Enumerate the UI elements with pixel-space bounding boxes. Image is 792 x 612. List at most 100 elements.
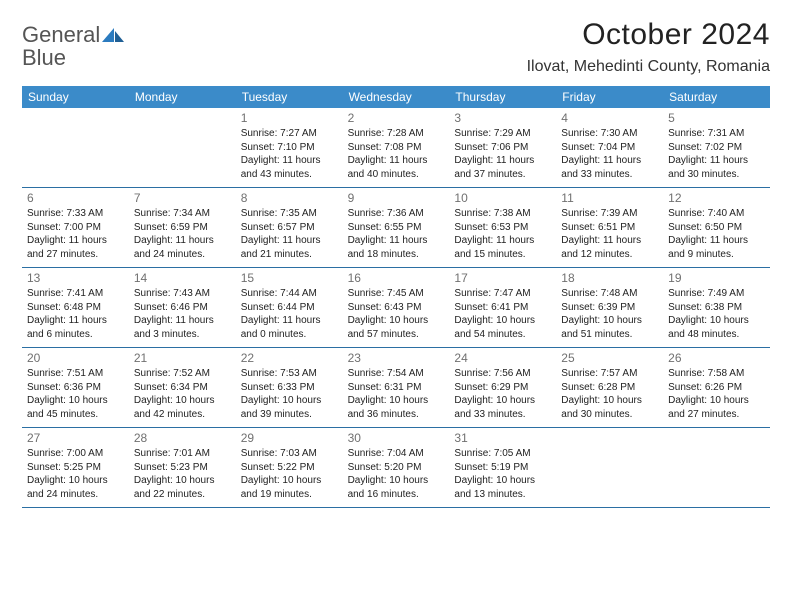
day-number: 31 — [454, 431, 551, 445]
brand-logo: General Blue — [22, 18, 126, 70]
day-cell: 29Sunrise: 7:03 AMSunset: 5:22 PMDayligh… — [236, 428, 343, 507]
day-number: 21 — [134, 351, 231, 365]
day-cell: 12Sunrise: 7:40 AMSunset: 6:50 PMDayligh… — [663, 188, 770, 267]
day-cell: 20 Sunrise: 7:51 AMSunset: 6:36 PMDayligh… — [22, 348, 129, 427]
logo-word1: General — [22, 22, 100, 47]
day-info: Sunrise: 7:39 AMSunset: 6:51 PMDaylight:… — [561, 207, 658, 261]
weeks-container: 1 Sunrise: 7:27 AMSunset: 7:10 PMDaylight… — [22, 108, 770, 508]
day-info: Sunrise: 7:31 AMSunset: 7:02 PMDaylight:… — [668, 127, 765, 181]
day-number: 15 — [241, 271, 338, 285]
day-info: Sunrise: 7:28 AMSunset: 7:08 PMDaylight:… — [348, 127, 445, 181]
day-info: Sunrise: 7:04 AMSunset: 5:20 PMDaylight:… — [348, 447, 445, 501]
day-number: 16 — [348, 271, 445, 285]
day-info: Sunrise: 7:40 AMSunset: 6:50 PMDaylight:… — [668, 207, 765, 261]
day-number: 1 — [241, 111, 338, 125]
week-row: 20 Sunrise: 7:51 AMSunset: 6:36 PMDayligh… — [22, 348, 770, 428]
day-number: 30 — [348, 431, 445, 445]
day-cell: 25Sunrise: 7:57 AMSunset: 6:28 PMDayligh… — [556, 348, 663, 427]
weekday-header-cell: Saturday — [663, 86, 770, 108]
day-info: Sunrise: 7:51 AMSunset: 6:36 PMDaylight:… — [27, 367, 124, 421]
day-cell: 28 Sunrise: 7:01 AMSunset: 5:23 PMDayligh… — [129, 428, 236, 507]
day-number: 23 — [348, 351, 445, 365]
day-cell: 17 Sunrise: 7:47 AMSunset: 6:41 PMDayligh… — [449, 268, 556, 347]
weekday-header-cell: Thursday — [449, 86, 556, 108]
day-info: Sunrise: 7:41 AMSunset: 6:48 PMDaylight:… — [27, 287, 124, 341]
logo-sail-icon — [100, 26, 126, 48]
weekday-header-cell: Wednesday — [343, 86, 450, 108]
day-number: 18 — [561, 271, 658, 285]
day-info: Sunrise: 7:38 AMSunset: 6:53 PMDaylight:… — [454, 207, 551, 261]
logo-word2: Blue — [22, 45, 66, 70]
day-cell: 31Sunrise: 7:05 AMSunset: 5:19 PMDayligh… — [449, 428, 556, 507]
day-number: 25 — [561, 351, 658, 365]
weekday-header-row: SundayMondayTuesdayWednesdayThursdayFrid… — [22, 86, 770, 108]
day-info: Sunrise: 7:34 AMSunset: 6:59 PMDaylight:… — [134, 207, 231, 261]
day-info: Sunrise: 7:53 AMSunset: 6:33 PMDaylight:… — [241, 367, 338, 421]
day-cell: 13 Sunrise: 7:41 AMSunset: 6:48 PMDayligh… — [22, 268, 129, 347]
day-cell: 16 Sunrise: 7:45 AMSunset: 6:43 PMDayligh… — [343, 268, 450, 347]
day-cell — [663, 428, 770, 507]
day-info: Sunrise: 7:00 AMSunset: 5:25 PMDaylight:… — [27, 447, 124, 501]
day-number: 17 — [454, 271, 551, 285]
day-number: 26 — [668, 351, 765, 365]
calendar-page: General Blue October 2024 Ilovat, Mehedi… — [0, 0, 792, 526]
day-info: Sunrise: 7:27 AMSunset: 7:10 PMDaylight:… — [241, 127, 338, 181]
day-number: 27 — [27, 431, 124, 445]
day-cell: 26Sunrise: 7:58 AMSunset: 6:26 PMDayligh… — [663, 348, 770, 427]
day-info: Sunrise: 7:49 AMSunset: 6:38 PMDaylight:… — [668, 287, 765, 341]
day-cell: 5 Sunrise: 7:31 AMSunset: 7:02 PMDaylight… — [663, 108, 770, 187]
day-number: 5 — [668, 111, 765, 125]
weekday-header-cell: Sunday — [22, 86, 129, 108]
weekday-header-cell: Friday — [556, 86, 663, 108]
day-number: 29 — [241, 431, 338, 445]
day-cell: 8Sunrise: 7:35 AMSunset: 6:57 PMDaylight… — [236, 188, 343, 267]
day-info: Sunrise: 7:47 AMSunset: 6:41 PMDaylight:… — [454, 287, 551, 341]
day-info: Sunrise: 7:43 AMSunset: 6:46 PMDaylight:… — [134, 287, 231, 341]
month-title: October 2024 — [527, 18, 770, 52]
day-number: 3 — [454, 111, 551, 125]
header: General Blue October 2024 Ilovat, Mehedi… — [22, 18, 770, 76]
day-number: 4 — [561, 111, 658, 125]
day-cell: 15Sunrise: 7:44 AMSunset: 6:44 PMDayligh… — [236, 268, 343, 347]
week-row: 6 Sunrise: 7:33 AMSunset: 7:00 PMDaylight… — [22, 188, 770, 268]
day-info: Sunrise: 7:36 AMSunset: 6:55 PMDaylight:… — [348, 207, 445, 261]
day-cell: 27 Sunrise: 7:00 AMSunset: 5:25 PMDayligh… — [22, 428, 129, 507]
day-cell: 7 Sunrise: 7:34 AMSunset: 6:59 PMDaylight… — [129, 188, 236, 267]
day-info: Sunrise: 7:52 AMSunset: 6:34 PMDaylight:… — [134, 367, 231, 421]
day-cell: 1 Sunrise: 7:27 AMSunset: 7:10 PMDaylight… — [236, 108, 343, 187]
day-cell: 22Sunrise: 7:53 AMSunset: 6:33 PMDayligh… — [236, 348, 343, 427]
weekday-header-cell: Tuesday — [236, 86, 343, 108]
day-info: Sunrise: 7:01 AMSunset: 5:23 PMDaylight:… — [134, 447, 231, 501]
day-number: 7 — [134, 191, 231, 205]
day-info: Sunrise: 7:54 AMSunset: 6:31 PMDaylight:… — [348, 367, 445, 421]
day-cell: 10 Sunrise: 7:38 AMSunset: 6:53 PMDayligh… — [449, 188, 556, 267]
day-cell: 3 Sunrise: 7:29 AMSunset: 7:06 PMDaylight… — [449, 108, 556, 187]
day-info: Sunrise: 7:48 AMSunset: 6:39 PMDaylight:… — [561, 287, 658, 341]
day-info: Sunrise: 7:56 AMSunset: 6:29 PMDaylight:… — [454, 367, 551, 421]
day-number: 9 — [348, 191, 445, 205]
day-number: 24 — [454, 351, 551, 365]
day-cell: 2 Sunrise: 7:28 AMSunset: 7:08 PMDaylight… — [343, 108, 450, 187]
day-cell: 23 Sunrise: 7:54 AMSunset: 6:31 PMDayligh… — [343, 348, 450, 427]
day-info: Sunrise: 7:45 AMSunset: 6:43 PMDaylight:… — [348, 287, 445, 341]
day-number: 6 — [27, 191, 124, 205]
day-cell: 19Sunrise: 7:49 AMSunset: 6:38 PMDayligh… — [663, 268, 770, 347]
day-number: 13 — [27, 271, 124, 285]
day-number: 28 — [134, 431, 231, 445]
day-number: 20 — [27, 351, 124, 365]
day-info: Sunrise: 7:33 AMSunset: 7:00 PMDaylight:… — [27, 207, 124, 261]
day-cell: 11Sunrise: 7:39 AMSunset: 6:51 PMDayligh… — [556, 188, 663, 267]
day-cell: 30 Sunrise: 7:04 AMSunset: 5:20 PMDayligh… — [343, 428, 450, 507]
day-info: Sunrise: 7:30 AMSunset: 7:04 PMDaylight:… — [561, 127, 658, 181]
day-info: Sunrise: 7:29 AMSunset: 7:06 PMDaylight:… — [454, 127, 551, 181]
day-cell: 6 Sunrise: 7:33 AMSunset: 7:00 PMDaylight… — [22, 188, 129, 267]
day-number: 8 — [241, 191, 338, 205]
week-row: 13 Sunrise: 7:41 AMSunset: 6:48 PMDayligh… — [22, 268, 770, 348]
day-cell: 21 Sunrise: 7:52 AMSunset: 6:34 PMDayligh… — [129, 348, 236, 427]
day-number: 2 — [348, 111, 445, 125]
day-number: 10 — [454, 191, 551, 205]
day-cell — [556, 428, 663, 507]
day-cell: 9 Sunrise: 7:36 AMSunset: 6:55 PMDaylight… — [343, 188, 450, 267]
weekday-header-cell: Monday — [129, 86, 236, 108]
day-cell: 18 Sunrise: 7:48 AMSunset: 6:39 PMDayligh… — [556, 268, 663, 347]
